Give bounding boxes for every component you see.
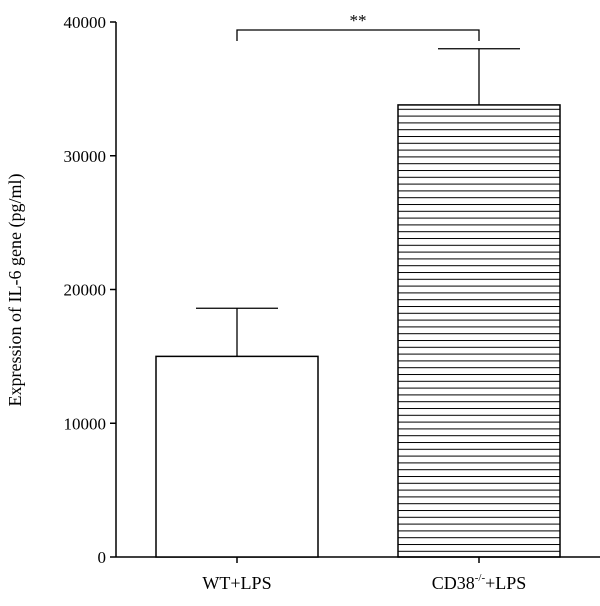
bar-wt-lps — [155, 355, 319, 558]
bar-cd38-lps — [397, 104, 561, 558]
x-tick-label-cd38-superscript: -/- — [475, 572, 486, 584]
y-ticks: 0 10000 20000 30000 40000 — [64, 13, 116, 567]
x-ticks — [236, 557, 480, 563]
y-tick-label: 30000 — [64, 147, 107, 166]
x-tick-label-wt-lps: WT+LPS — [202, 573, 271, 593]
y-axis-title: Expression of IL-6 gene (pg/ml) — [5, 174, 26, 407]
bars — [155, 104, 561, 558]
x-tick-label-cd38-lps: CD38-/-+LPS — [432, 572, 527, 593]
y-tick-label: 40000 — [64, 13, 107, 32]
x-tick-label-cd38-prefix: CD38 — [432, 573, 475, 593]
error-bars — [196, 48, 520, 357]
x-tick-label-wt-lps-text: WT+LPS — [202, 573, 271, 593]
significance-bracket — [236, 29, 480, 41]
y-tick-label: 10000 — [64, 414, 107, 433]
significance-label: ** — [350, 11, 367, 30]
x-tick-label-cd38-suffix: +LPS — [485, 573, 526, 593]
y-tick-label: 0 — [98, 548, 107, 567]
y-tick-label: 20000 — [64, 281, 107, 300]
